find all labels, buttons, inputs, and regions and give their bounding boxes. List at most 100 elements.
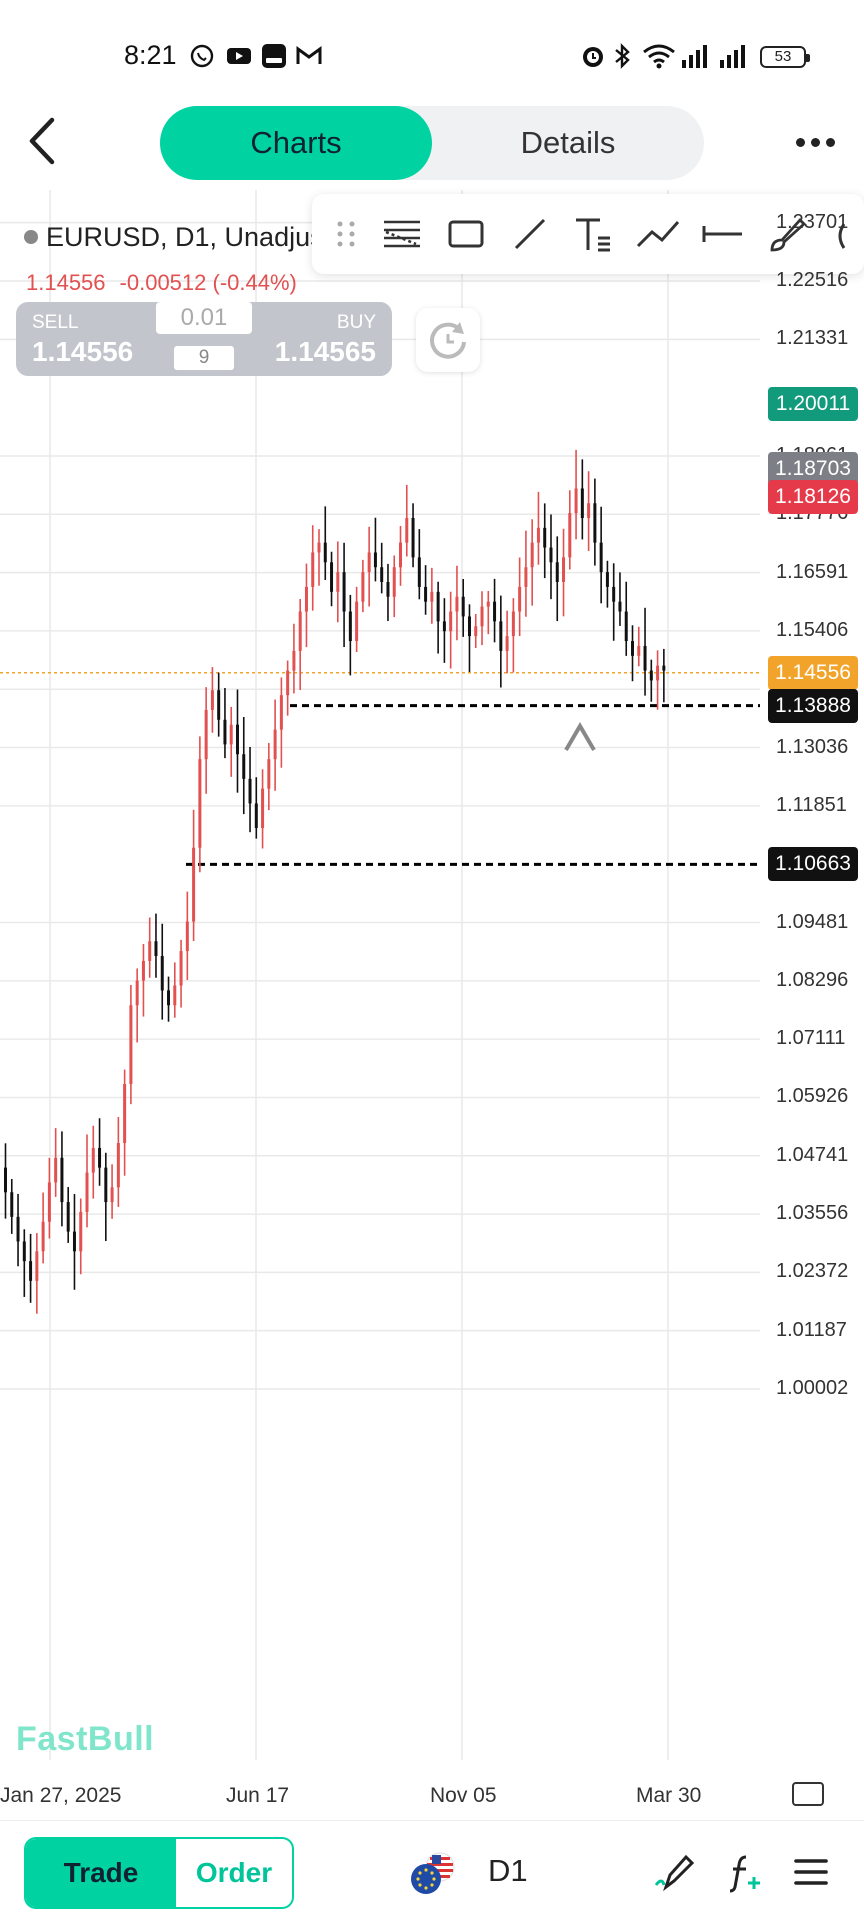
price-axis-label: 1.08296 <box>776 968 849 991</box>
candle-body <box>405 518 409 543</box>
candle-body <box>643 645 647 671</box>
candle-body <box>449 611 453 632</box>
polyline-icon[interactable] <box>632 208 684 260</box>
tab-charts[interactable]: Charts <box>160 106 432 180</box>
candle-body <box>499 621 503 651</box>
rectangle-icon[interactable] <box>440 208 492 260</box>
candle-body <box>167 990 171 1006</box>
candle-body <box>298 611 302 651</box>
trade-order-toggle: Trade Order <box>24 1837 294 1909</box>
candle-body <box>348 611 352 642</box>
price-tag: 1.14556 <box>768 655 858 690</box>
candle-body <box>35 1251 39 1281</box>
candle-body <box>505 636 509 651</box>
candle-body <box>612 586 616 602</box>
trend-line-icon[interactable] <box>504 208 556 260</box>
trade-button[interactable]: Trade <box>26 1839 176 1907</box>
lot-size-input[interactable]: 0.01 <box>156 302 252 334</box>
indicator-add-icon[interactable] <box>724 1851 766 1893</box>
more-menu-button[interactable] <box>796 138 836 148</box>
candle-body <box>367 552 371 573</box>
price-axis-label: 1.05926 <box>776 1085 849 1108</box>
price-tag: 1.13888 <box>768 688 858 723</box>
bluetooth-icon <box>612 42 632 75</box>
arc-icon[interactable] <box>824 208 864 260</box>
candle-body <box>267 759 271 789</box>
price-axis-label-partial: 1.23701 <box>776 210 849 233</box>
candle-body <box>91 1147 95 1173</box>
price-chart[interactable] <box>0 190 864 1820</box>
candle-body <box>223 719 227 745</box>
drag-handle-icon[interactable] <box>332 208 360 260</box>
spread-value: 9 <box>174 346 234 370</box>
candle-body <box>198 759 202 848</box>
more-dot-icon <box>796 138 805 147</box>
symbol-header: EURUSD, D1, Unadjus <box>24 222 324 253</box>
candle-body <box>380 567 384 582</box>
candle-body <box>110 1187 114 1203</box>
candle-body <box>173 985 177 1006</box>
candle-body <box>273 729 277 760</box>
candle-body <box>16 1216 20 1242</box>
candle-body <box>185 921 189 952</box>
candle-body <box>254 803 258 829</box>
price-axis-label: 1.04741 <box>776 1143 849 1166</box>
market-status-dot <box>24 229 38 244</box>
text-tool-icon[interactable] <box>568 208 620 260</box>
horizontal-ray-icon[interactable] <box>696 208 748 260</box>
candle-body <box>361 572 365 602</box>
candle-body <box>242 754 246 779</box>
price-axis-label: 1.02372 <box>776 1260 849 1283</box>
date-label: Jun 17 <box>226 1784 290 1807</box>
price-change: -0.00512 (-0.44%) <box>119 270 297 295</box>
timeframe-selector[interactable]: D1 <box>488 1853 528 1888</box>
fib-retracement-icon[interactable] <box>376 208 428 260</box>
signal-icon <box>680 42 712 75</box>
candle-body <box>292 650 296 671</box>
order-button[interactable]: Order <box>195 1857 273 1888</box>
candle-body <box>574 488 578 514</box>
chart-layout-button[interactable] <box>792 1782 824 1806</box>
price-axis-label: 1.07111 <box>776 1027 846 1050</box>
price-tag: 1.18126 <box>768 480 858 515</box>
candle-body <box>467 616 471 637</box>
candle-body <box>60 1157 64 1203</box>
brush-icon[interactable] <box>760 208 812 260</box>
menu-icon[interactable] <box>790 1851 832 1893</box>
price-axis-label: 1.16591 <box>776 560 849 583</box>
candle-body <box>54 1157 58 1183</box>
sell-label[interactable]: SELL <box>32 312 79 333</box>
refresh-button[interactable] <box>416 308 480 372</box>
chart-candles <box>4 449 666 1314</box>
candle-body <box>424 586 428 602</box>
date-label: Nov 05 <box>430 1784 497 1807</box>
wifi-icon <box>642 42 676 75</box>
buy-label[interactable]: BUY <box>336 312 376 333</box>
candle-body <box>442 621 446 632</box>
candle-body <box>98 1147 102 1168</box>
draw-pen-icon[interactable] <box>652 1851 695 1893</box>
currency-pair-flag-icon[interactable] <box>408 1851 460 1895</box>
signal-icon-2 <box>718 42 750 75</box>
price-change-row: 1.14556 -0.00512 (-0.44%) <box>26 270 311 296</box>
candle-body <box>317 542 321 553</box>
candle-body <box>549 547 553 563</box>
candle-body <box>311 552 315 587</box>
view-tabs: Charts Details <box>160 106 704 180</box>
candle-body <box>430 591 434 602</box>
candle-body <box>129 1005 133 1084</box>
sell-price[interactable]: 1.14556 <box>32 336 134 367</box>
candle-body <box>474 626 478 637</box>
candle-body <box>160 956 164 991</box>
candle-body <box>235 724 239 755</box>
candle-body <box>72 1231 76 1252</box>
candle-body <box>47 1182 51 1222</box>
back-button[interactable] <box>22 114 72 168</box>
price-tag: 1.10663 <box>768 847 858 882</box>
price-axis-label: 1.09481 <box>776 910 849 933</box>
buy-price[interactable]: 1.14565 <box>274 336 376 367</box>
candle-body <box>386 581 390 597</box>
candle-body <box>399 542 403 568</box>
chart-grid <box>0 190 760 1760</box>
tab-details[interactable]: Details <box>520 125 616 160</box>
